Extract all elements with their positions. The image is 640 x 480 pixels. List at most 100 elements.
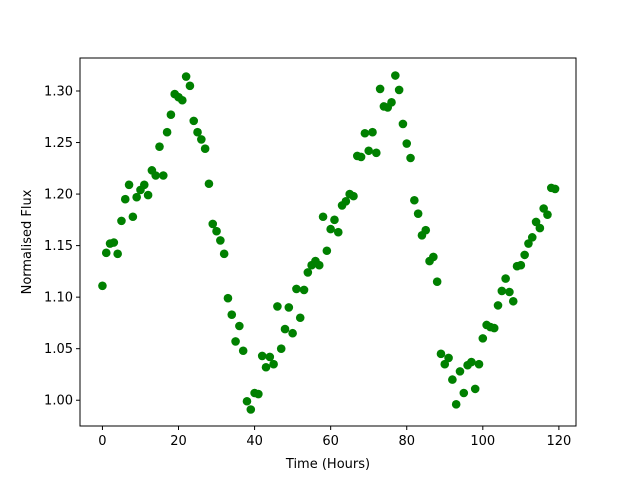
data-point <box>288 328 297 338</box>
x-tick-label: 20 <box>170 434 187 449</box>
data-point <box>273 302 282 311</box>
data-point <box>478 334 488 343</box>
data-point <box>391 71 400 80</box>
data-point <box>265 352 275 362</box>
data-point <box>368 127 377 137</box>
data-point <box>543 210 552 219</box>
data-point <box>299 285 309 295</box>
data-point <box>497 286 507 296</box>
data-point <box>120 194 130 204</box>
data-point <box>440 359 450 369</box>
y-tick-label: 1.00 <box>44 394 73 409</box>
data-point <box>387 98 396 107</box>
data-point <box>143 190 153 200</box>
data-point <box>349 191 358 201</box>
data-point <box>531 217 541 227</box>
data-point <box>197 135 206 144</box>
data-point <box>372 148 381 158</box>
data-point <box>432 277 442 286</box>
data-point <box>520 250 529 260</box>
data-point <box>505 287 514 297</box>
data-point <box>508 296 518 306</box>
data-point <box>295 313 305 323</box>
data-point <box>467 357 476 367</box>
plot-frame <box>79 57 577 427</box>
data-point <box>98 281 107 291</box>
data-point <box>159 171 168 180</box>
data-point <box>178 95 187 105</box>
data-point <box>448 375 457 384</box>
data-point <box>444 353 453 363</box>
data-point <box>326 224 335 234</box>
y-tick-label: 1.05 <box>44 342 73 357</box>
data-point <box>314 260 324 270</box>
data-point <box>200 144 210 154</box>
data-point <box>193 127 202 137</box>
data-point <box>269 359 278 369</box>
data-point <box>151 171 160 180</box>
data-point <box>219 249 229 259</box>
data-point <box>474 359 484 369</box>
x-tick-label: 80 <box>398 434 415 449</box>
data-point <box>216 236 225 245</box>
data-point <box>406 153 415 163</box>
data-point <box>539 204 548 213</box>
data-point <box>208 219 218 229</box>
data-point <box>212 226 221 236</box>
data-point <box>330 215 339 225</box>
data-point <box>117 216 126 226</box>
data-point <box>421 225 431 235</box>
data-point <box>429 252 438 262</box>
data-point <box>470 384 480 394</box>
data-point <box>459 388 469 398</box>
x-tick-label: 40 <box>246 434 263 449</box>
y-axis-ticks: 1.00 1.05 1.10 1.15 1.20 1.25 1.30 <box>44 84 80 409</box>
data-point <box>493 301 503 310</box>
data-point <box>527 233 537 242</box>
data-points <box>98 71 560 414</box>
data-point <box>455 367 465 376</box>
data-point <box>254 389 263 399</box>
data-point <box>204 179 214 189</box>
data-point <box>394 85 404 95</box>
y-tick-label: 1.20 <box>44 188 73 203</box>
y-tick-label: 1.15 <box>44 239 73 254</box>
data-point <box>333 227 343 237</box>
data-point <box>109 238 119 247</box>
data-point <box>356 152 366 162</box>
data-point <box>231 337 240 346</box>
data-point <box>516 260 526 270</box>
data-point <box>402 139 412 148</box>
x-tick-label: 100 <box>470 434 495 449</box>
data-point <box>162 127 172 137</box>
data-point <box>261 362 271 372</box>
data-point <box>124 180 134 190</box>
data-point <box>535 223 545 233</box>
data-point <box>132 192 141 202</box>
data-point <box>227 310 237 319</box>
data-point <box>276 344 286 353</box>
data-point <box>398 119 408 129</box>
x-axis-label: Time (Hours) <box>285 457 370 472</box>
data-point <box>155 142 164 151</box>
data-point <box>113 249 122 259</box>
data-point <box>341 196 351 206</box>
data-point <box>166 110 176 119</box>
data-point <box>189 116 199 126</box>
data-point <box>413 209 423 218</box>
data-point <box>139 180 149 190</box>
data-point <box>242 396 252 406</box>
data-point <box>550 184 560 194</box>
data-point <box>181 72 191 81</box>
plot-area <box>80 58 576 426</box>
data-point <box>128 212 138 222</box>
data-point <box>284 303 294 312</box>
x-tick-label: 120 <box>546 434 571 449</box>
data-point <box>185 81 195 91</box>
data-point <box>223 293 233 303</box>
y-axis-label: Normalised Flux <box>20 189 35 294</box>
data-point <box>303 268 313 277</box>
data-point <box>292 284 301 294</box>
x-tick-label: 0 <box>98 434 106 449</box>
data-point <box>360 128 370 138</box>
